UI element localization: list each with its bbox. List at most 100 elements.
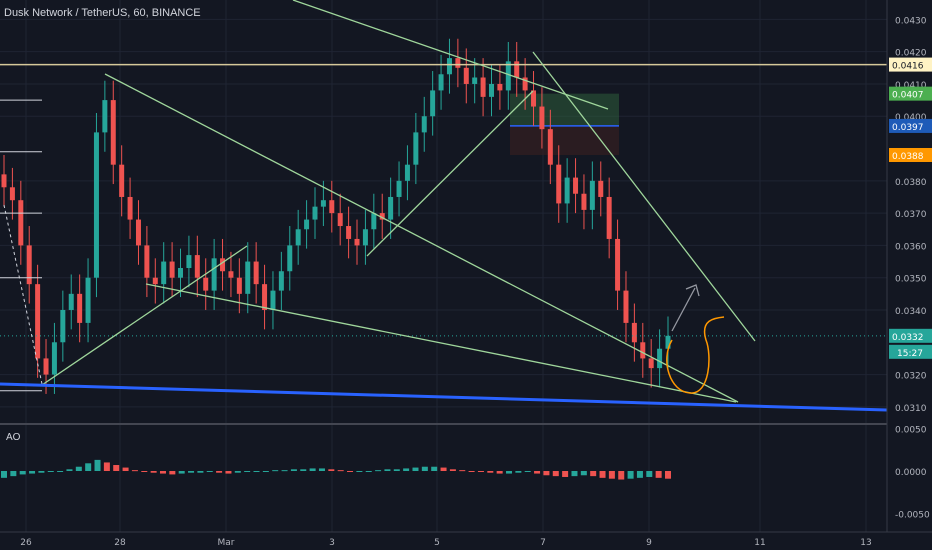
ao-bar — [412, 467, 419, 471]
price-tick-label: 0.0350 — [895, 275, 927, 285]
time-tick-label: 5 — [434, 538, 440, 548]
candle-body — [85, 277, 91, 323]
candles-group — [1, 38, 671, 394]
price-badge — [889, 328, 932, 343]
ao-bar — [290, 469, 297, 471]
ao-bar — [10, 471, 17, 477]
candle-body — [446, 58, 452, 75]
candle-body — [539, 106, 545, 130]
candle-body — [480, 77, 486, 97]
ao-bar — [225, 471, 232, 474]
candle-body — [60, 309, 66, 343]
candle-body — [640, 342, 646, 359]
time-tick-label: 28 — [114, 538, 126, 548]
candle-body — [253, 261, 259, 285]
ao-bar — [57, 471, 64, 472]
candle-body — [77, 293, 83, 323]
ao-tick-label: -0.0050 — [895, 511, 930, 521]
ao-bar — [206, 471, 213, 472]
candle-body — [228, 271, 234, 278]
ao-bar — [19, 471, 26, 475]
candle-body — [262, 284, 268, 310]
candle-body — [304, 219, 310, 230]
candle-body — [396, 180, 402, 197]
ao-bar — [655, 471, 662, 478]
symbol-title[interactable]: Dusk Network / TetherUS, 60, BINANCE — [4, 7, 201, 19]
price-badge — [889, 57, 932, 72]
candle-body — [354, 238, 360, 246]
candle-body — [18, 200, 24, 246]
candle-body — [236, 277, 242, 294]
ao-bar — [665, 471, 671, 479]
ao-bar — [627, 471, 634, 479]
indicator-label[interactable]: AO — [6, 432, 21, 443]
trendline — [41, 245, 248, 386]
ao-bar — [113, 465, 120, 471]
candle-body — [657, 348, 663, 369]
time-tick-label: 9 — [646, 538, 652, 548]
ao-bar — [141, 471, 148, 472]
ao-bar — [122, 467, 129, 471]
ao-bar — [524, 471, 531, 472]
ao-bar — [375, 470, 382, 472]
ao-bar — [244, 471, 251, 472]
ao-bar — [421, 466, 428, 471]
candle-body — [1, 174, 7, 188]
candle-body — [186, 255, 192, 269]
price-badge-label: 0.0407 — [892, 91, 924, 101]
ao-bar — [543, 471, 550, 476]
ao-bar — [356, 471, 363, 472]
candle-body — [455, 58, 461, 68]
candle-body — [51, 342, 57, 375]
price-tick-label: 0.0420 — [895, 49, 927, 59]
price-badge — [889, 147, 932, 162]
ao-bar — [159, 471, 166, 474]
ao-bar — [318, 468, 325, 471]
ao-bar — [552, 471, 559, 477]
candle-body — [329, 200, 335, 214]
candle-body — [438, 74, 444, 91]
ao-bar — [131, 470, 138, 472]
time-tick-label: Mar — [218, 538, 235, 548]
candle-body — [278, 271, 284, 291]
price-tick-label: 0.0310 — [895, 404, 927, 414]
ao-bar — [403, 468, 410, 471]
ao-bar — [216, 471, 223, 473]
trendline — [532, 51, 756, 342]
ao-bar — [300, 469, 307, 471]
candle-body — [573, 177, 579, 194]
ao-bar — [188, 471, 195, 473]
ao-bar — [431, 466, 438, 471]
countdown-label: 15:27 — [897, 349, 923, 359]
ao-bar — [384, 469, 391, 471]
ao-bar — [393, 469, 400, 471]
candle-body — [110, 100, 116, 165]
time-tick-label: 11 — [754, 538, 765, 548]
price-tick-label: 0.0370 — [895, 210, 927, 220]
candle-body — [648, 358, 654, 369]
candle-body — [665, 335, 671, 349]
time-tick-label: 13 — [860, 538, 871, 548]
projection-path — [666, 316, 725, 394]
ao-bar — [534, 471, 541, 474]
ao-bar — [571, 471, 578, 477]
candle-body — [371, 213, 377, 230]
ao-bar — [487, 471, 494, 473]
ao-bar — [253, 471, 260, 472]
ao-bar — [150, 471, 157, 473]
candle-body — [152, 277, 158, 285]
ao-group — [1, 459, 671, 480]
ao-bar — [75, 466, 82, 471]
price-badge-label: 0.0388 — [892, 152, 924, 162]
ao-bar — [636, 471, 643, 478]
trendline — [366, 90, 534, 257]
ao-bar — [169, 471, 176, 475]
candle-body — [589, 180, 595, 210]
ao-bar — [94, 459, 101, 471]
price-tick-label: 0.0340 — [895, 307, 927, 317]
ao-bar — [234, 471, 241, 473]
ao-bar — [477, 471, 484, 472]
ao-bar — [47, 471, 54, 472]
candle-body — [312, 206, 318, 220]
